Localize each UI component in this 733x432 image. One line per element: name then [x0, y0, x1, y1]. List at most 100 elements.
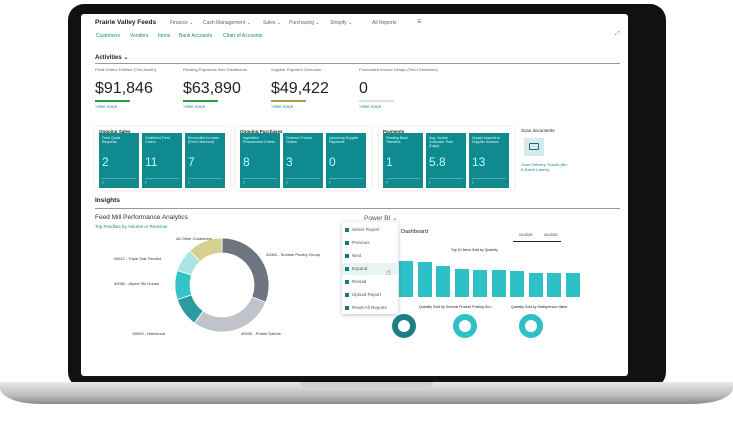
kpi-tile[interactable]: Contract Product Orders 3 › [283, 133, 323, 188]
tile-label: Contract Product Orders [286, 136, 313, 144]
tile-label: Reconciled Invoices (Feed Delivered) [188, 136, 220, 144]
report-bar [436, 266, 450, 297]
report-bar [547, 273, 561, 297]
report-bar [473, 270, 487, 297]
chevron-right-icon: › [386, 180, 388, 186]
powerbi-menu-item[interactable]: Next [342, 250, 398, 262]
company-name[interactable]: Prairie Valley Feeds [95, 19, 157, 26]
expand-icon[interactable]: ⤢ [615, 31, 620, 37]
see-more-link[interactable]: >See more [271, 104, 294, 109]
activities-title[interactable]: Activities ⌄ [95, 55, 129, 61]
cursor-hand-icon: ☝ [386, 268, 391, 277]
scan-delivery-link[interactable]: Scan Delivery Tickets (Bin & Batch Label… [521, 162, 568, 172]
report-donut [453, 314, 477, 338]
report-donut [392, 314, 416, 338]
kpi-value[interactable]: $91,846 [95, 80, 153, 97]
nav-link[interactable]: Chart of Accounts [223, 33, 263, 39]
powerbi-menu-item[interactable]: Previous [342, 237, 398, 249]
divider [95, 63, 620, 64]
kpi-tile[interactable]: Feed Quote Requests 2 › [99, 133, 139, 188]
menu-item-icon [345, 267, 349, 271]
menu-item-icon [345, 280, 349, 284]
kpi-tile[interactable]: Avg. Invoice Collection Time (Days) 5.8 › [426, 133, 466, 188]
tile-value: 11 [145, 155, 158, 169]
chevron-right-icon: › [188, 180, 190, 186]
powerbi-menu-item[interactable]: Reset All Reports [342, 302, 398, 314]
group-title: Payments [383, 129, 405, 134]
slice-label: 40012 - Triple Oak Feedlot [114, 256, 162, 261]
nav-link[interactable]: Items [158, 33, 171, 39]
nav-link[interactable]: Customers [96, 33, 121, 39]
kpi-bar [271, 100, 306, 102]
menu-item-icon [345, 306, 349, 310]
powerbi-menu-item[interactable]: Expand [342, 263, 398, 275]
camera-icon[interactable] [524, 138, 544, 156]
chart-subtitle[interactable]: Top Feedlots by Volume or Revenue [95, 224, 168, 229]
kpi-tile[interactable]: Ingredient Procurement Orders 8 › [240, 133, 280, 188]
group-title: Ongoing Sales [99, 129, 131, 134]
chevron-right-icon: › [145, 180, 147, 186]
report-bar [491, 270, 506, 297]
slice-label: 40060 - Alpine Ski House [114, 281, 160, 286]
donut-slice[interactable] [221, 237, 270, 303]
menu-3[interactable]: Purchasing ⌄ [289, 20, 320, 26]
donut-chart: 40063 - Sunrise Poultry Group 40035 - Pra… [114, 236, 321, 336]
kpi-bar [183, 100, 218, 102]
kpi-label: Feed Orders Fulfilled (This Month) [95, 67, 156, 72]
kpi-tile[interactable]: Unpaid Ingredient Supplier Invoices 13 › [469, 133, 509, 188]
menu-0[interactable]: Finance ⌄ [170, 20, 194, 26]
slice-label: All Other Customers [176, 236, 212, 241]
kpi-tile[interactable]: Pending Bank Transfers 1 › [383, 133, 423, 188]
tile-label: Ingredient Procurement Orders [243, 136, 275, 144]
donut-slice[interactable] [189, 237, 223, 263]
kpi-value[interactable]: 0 [359, 80, 368, 97]
kpi-label: Forecasted Invoice Delays (Feed Deliveri… [359, 67, 438, 72]
date-slider[interactable] [513, 241, 561, 242]
powerbi-menu-item[interactable]: Select Report [342, 224, 398, 236]
kpi-value[interactable]: $63,890 [183, 80, 241, 97]
chart-title: Feed Mill Performance Analytics [95, 214, 188, 221]
menu-item-icon [345, 228, 349, 232]
kpi-label: Supplier Payment Overdues [271, 67, 322, 72]
see-more-link[interactable]: >See more [359, 104, 382, 109]
kpi-bar [359, 100, 394, 102]
powerbi-menu: Select Report Previous Next Expand Reload Upl… [342, 222, 398, 314]
tile-label: Feed Quote Requests [102, 136, 121, 144]
menu-1[interactable]: Cash Management ⌄ [203, 20, 251, 26]
tile-label: Upcoming Supplier Payments [329, 136, 359, 144]
menu-4[interactable]: Shopify ⌄ [330, 20, 353, 26]
menu-2[interactable]: Sales ⌄ [263, 20, 282, 26]
slice-label: 40063 - Sunrise Poultry Group [266, 252, 321, 257]
dashboard-title: Dashboard [401, 229, 428, 235]
donut-slice[interactable] [174, 269, 193, 301]
chevron-right-icon: › [472, 180, 474, 186]
powerbi-menu-item[interactable]: Upload Report [342, 289, 398, 301]
nav-link[interactable]: Bank Accounts [179, 33, 213, 39]
tile-label: Confirmed Feed Orders [145, 136, 171, 144]
kpi-tile[interactable]: Upcoming Supplier Payments 0 › [326, 133, 366, 188]
powerbi-dropdown[interactable]: Power BI ⌄ [364, 215, 398, 222]
nav-link[interactable]: Vendors [130, 33, 149, 39]
chevron-right-icon: › [286, 180, 288, 186]
see-more-link[interactable]: >See more [183, 104, 206, 109]
divider [95, 208, 620, 209]
kpi-tile[interactable]: Confirmed Feed Orders 11 › [142, 133, 182, 188]
report-bar [454, 269, 469, 297]
powerbi-menu-item[interactable]: Reload [342, 276, 398, 288]
report-bar [565, 273, 580, 297]
tile-label: Unpaid Ingredient Supplier Invoices [472, 136, 500, 144]
all-reports-link[interactable]: All Reports [372, 20, 397, 26]
insights-title: Insights [95, 197, 120, 204]
chevron-right-icon: › [102, 180, 104, 186]
tile-value: 1 [386, 155, 393, 169]
donut-slice[interactable] [193, 296, 267, 333]
see-more-link[interactable]: >See more [95, 104, 118, 109]
date-end: 4/1/2022 [544, 233, 558, 237]
kpi-value[interactable]: $49,422 [271, 80, 329, 97]
donut-title: Quantity Sold by General Product Posting… [419, 305, 494, 309]
tile-value: 13 [472, 155, 486, 169]
tile-label: Pending Bank Transfers [386, 136, 408, 144]
slice-label: 50000 - Relecloud [133, 331, 165, 336]
kpi-tile[interactable]: Reconciled Invoices (Feed Delivered) 7 › [185, 133, 225, 188]
menu-icon[interactable]: ☰ [417, 19, 422, 25]
